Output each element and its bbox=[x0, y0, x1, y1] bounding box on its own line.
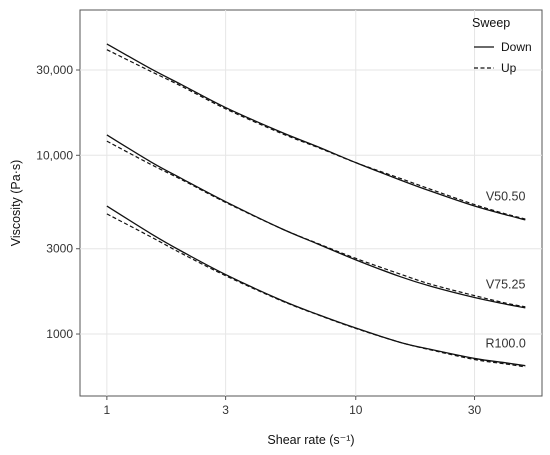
x-tick-label: 10 bbox=[349, 403, 363, 417]
curve-label-layer: V50.50 V75.25 R100.0 bbox=[485, 189, 525, 350]
curve-label-r100-0: R100.0 bbox=[485, 337, 525, 351]
y-axis-title: Viscosity (Pa·s) bbox=[9, 160, 23, 247]
series-r100-0-up-line bbox=[106, 213, 526, 368]
grid-layer bbox=[80, 10, 542, 396]
series-v75-25-down-line bbox=[106, 134, 526, 309]
x-tick-label: 3 bbox=[222, 403, 229, 417]
curve-label-v75-25: V75.25 bbox=[486, 277, 526, 291]
x-tick-label: 30 bbox=[468, 403, 482, 417]
y-tick-label: 10,000 bbox=[36, 148, 73, 162]
legend-label-up: Up bbox=[501, 61, 517, 75]
legend: Sweep Down Up bbox=[472, 16, 532, 75]
series-v50-50-up-line bbox=[106, 49, 526, 220]
y-tick-label: 1000 bbox=[46, 327, 73, 341]
series-layer bbox=[106, 43, 526, 368]
curve-label-v50-50: V50.50 bbox=[486, 189, 526, 203]
legend-label-down: Down bbox=[501, 40, 532, 54]
x-tick-label: 1 bbox=[104, 403, 111, 417]
series-v75-25-up-line bbox=[106, 140, 526, 308]
series-r100-0-down-line bbox=[106, 205, 526, 367]
series-v50-50-down-line bbox=[106, 43, 526, 221]
y-tick-label: 30,000 bbox=[36, 63, 73, 77]
y-tick-label: 3000 bbox=[46, 242, 73, 256]
axis-layer: 1 3 10 30 1000 3000 10,000 30,000 bbox=[36, 63, 481, 417]
legend-title: Sweep bbox=[472, 16, 510, 30]
x-axis-title: Shear rate (s⁻¹) bbox=[267, 433, 354, 447]
